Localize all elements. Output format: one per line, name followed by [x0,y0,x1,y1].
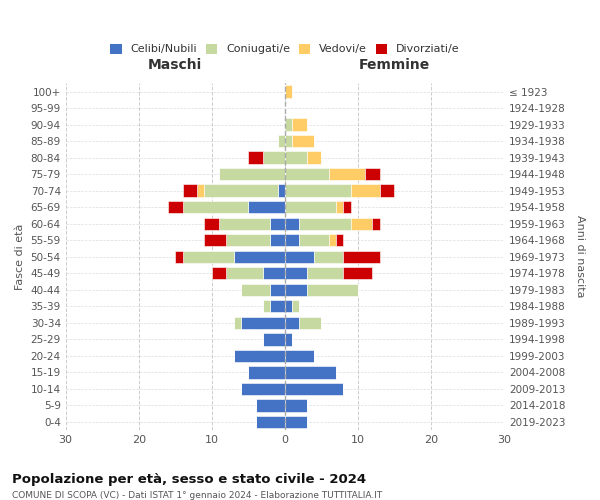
Bar [285,168,329,180]
Y-axis label: Anni di nascita: Anni di nascita [575,216,585,298]
Text: Popolazione per età, sesso e stato civile - 2024: Popolazione per età, sesso e stato civil… [12,472,366,486]
Bar [285,135,292,147]
Legend: Celibi/Nubili, Coniugati/e, Vedovi/e, Divorziati/e: Celibi/Nubili, Coniugati/e, Vedovi/e, Di… [107,40,463,58]
Bar [285,234,299,246]
Bar [248,366,285,378]
Bar [175,250,182,263]
Bar [285,267,307,280]
Bar [285,382,343,395]
Bar [285,300,292,312]
Bar [343,267,373,280]
Bar [263,152,285,164]
Bar [336,234,343,246]
Bar [285,350,314,362]
Bar [285,118,292,131]
Bar [182,201,248,213]
Bar [285,284,307,296]
Bar [205,218,219,230]
Bar [380,184,394,197]
Text: Maschi: Maschi [148,58,202,72]
Bar [226,234,270,246]
Bar [278,135,285,147]
Bar [350,218,373,230]
Bar [182,250,233,263]
Bar [197,184,205,197]
Bar [241,382,285,395]
Bar [270,300,285,312]
Bar [285,399,307,411]
Bar [285,86,292,98]
Bar [373,218,380,230]
Bar [365,168,380,180]
Bar [285,316,299,329]
Bar [285,416,307,428]
Bar [329,168,365,180]
Bar [233,250,285,263]
Bar [285,184,350,197]
Bar [241,316,285,329]
Bar [168,201,182,213]
Bar [285,366,336,378]
Bar [292,135,314,147]
Bar [256,416,285,428]
Bar [233,316,241,329]
Bar [307,267,343,280]
Bar [285,201,336,213]
Bar [292,300,299,312]
Bar [241,284,270,296]
Bar [299,218,350,230]
Bar [219,218,270,230]
Bar [233,350,285,362]
Bar [263,267,285,280]
Bar [205,234,226,246]
Bar [343,201,350,213]
Bar [285,333,292,345]
Bar [226,267,263,280]
Bar [212,267,226,280]
Bar [219,168,285,180]
Bar [336,201,343,213]
Bar [270,284,285,296]
Bar [205,184,278,197]
Bar [270,218,285,230]
Bar [270,234,285,246]
Bar [263,300,270,312]
Bar [256,399,285,411]
Bar [299,316,322,329]
Bar [285,218,299,230]
Text: Femmine: Femmine [359,58,430,72]
Text: COMUNE DI SCOPA (VC) - Dati ISTAT 1° gennaio 2024 - Elaborazione TUTTITALIA.IT: COMUNE DI SCOPA (VC) - Dati ISTAT 1° gen… [12,491,382,500]
Bar [314,250,343,263]
Bar [350,184,380,197]
Y-axis label: Fasce di età: Fasce di età [15,224,25,290]
Bar [248,201,285,213]
Bar [299,234,329,246]
Bar [307,152,322,164]
Bar [263,333,285,345]
Bar [248,152,263,164]
Bar [307,284,358,296]
Bar [285,152,307,164]
Bar [278,184,285,197]
Bar [329,234,336,246]
Bar [292,118,307,131]
Bar [343,250,380,263]
Bar [182,184,197,197]
Bar [285,250,314,263]
